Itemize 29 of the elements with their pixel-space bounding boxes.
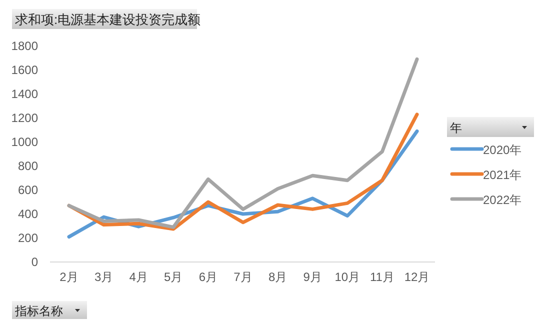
legend-title: 年: [450, 121, 462, 135]
x-tick-label: 8月: [268, 270, 288, 284]
chart-title: 求和项:电源基本建设投资完成额: [15, 12, 201, 27]
y-tick-label: 1000: [11, 135, 38, 149]
x-tick-label: 7月: [234, 270, 252, 284]
x-tick-label: 10月: [334, 270, 360, 284]
y-tick-label: 1200: [11, 111, 38, 125]
y-tick-label: 0: [31, 255, 38, 269]
legend-label: 2022年: [483, 193, 522, 207]
y-tick-label: 1800: [11, 39, 38, 53]
y-tick-label: 1400: [11, 87, 38, 101]
text: 指标名称: [14, 304, 63, 318]
legend-label: 2021年: [483, 168, 522, 182]
legend-label: 2020年: [483, 143, 522, 157]
x-tick-label: 9月: [303, 270, 322, 284]
line-series: [67, 112, 419, 231]
x-tick-label: 2月: [60, 270, 78, 284]
x-tick-label: 12月: [404, 270, 430, 284]
x-tick-label: 6月: [198, 270, 218, 284]
y-tick-label: 400: [18, 207, 38, 221]
y-tick-label: 600: [18, 183, 38, 197]
x-tick-label: 4月: [129, 270, 148, 284]
x-tick-label: 11月: [370, 270, 394, 284]
x-tick-label: 5月: [164, 270, 183, 284]
line-series: [67, 57, 419, 229]
y-tick-label: 800: [18, 159, 38, 173]
x-tick-label: 3月: [94, 270, 114, 284]
y-tick-label: 200: [18, 231, 38, 245]
y-tick-label: 1600: [11, 63, 38, 77]
